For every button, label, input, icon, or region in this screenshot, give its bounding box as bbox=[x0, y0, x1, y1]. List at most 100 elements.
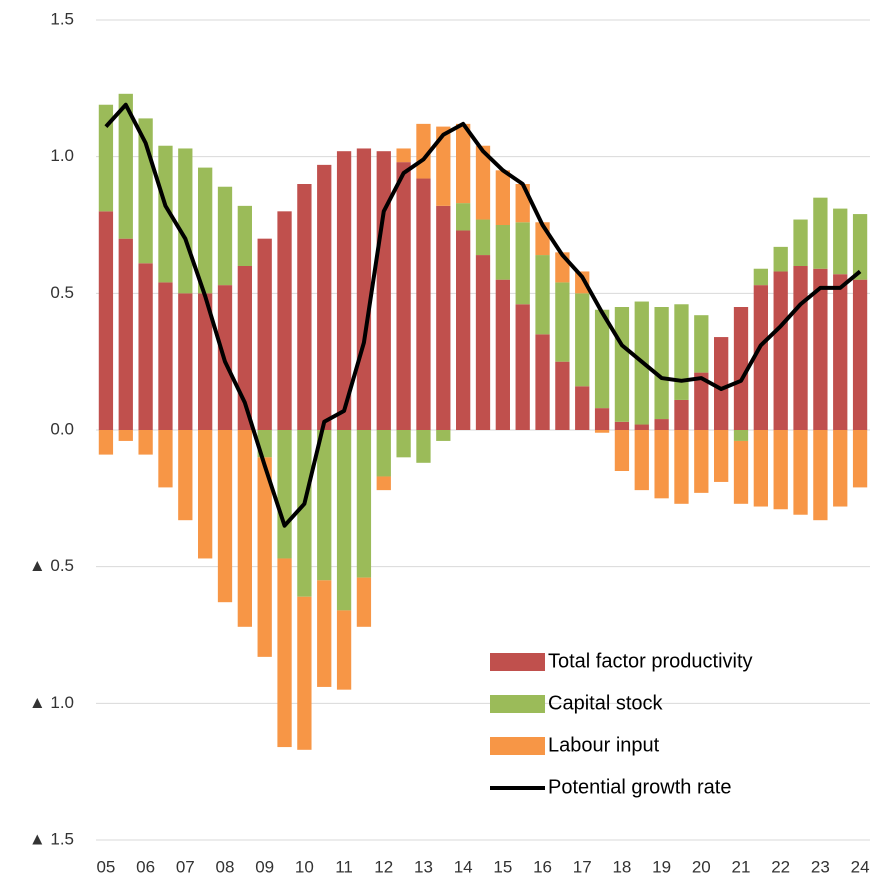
x-tick-label: 17 bbox=[573, 857, 592, 876]
x-tick-label: 24 bbox=[851, 857, 870, 876]
x-tick-label: 05 bbox=[96, 857, 115, 876]
bar bbox=[297, 430, 312, 597]
y-tick-label: 1.0 bbox=[50, 146, 74, 165]
legend-swatch bbox=[490, 737, 545, 755]
x-tick-label: 10 bbox=[295, 857, 314, 876]
bar bbox=[495, 170, 510, 225]
bar bbox=[833, 208, 848, 275]
bar bbox=[317, 430, 332, 581]
bar bbox=[654, 307, 669, 420]
x-tick-label: 16 bbox=[533, 857, 552, 876]
bar bbox=[555, 361, 570, 430]
bar bbox=[674, 430, 689, 504]
bar bbox=[217, 186, 233, 286]
bar bbox=[436, 126, 451, 206]
y-tick-label: 0.0 bbox=[50, 419, 74, 438]
legend-label: Labour input bbox=[548, 734, 660, 756]
bar bbox=[714, 430, 729, 482]
bar bbox=[396, 162, 411, 430]
bar bbox=[594, 309, 610, 409]
x-tick-label: 18 bbox=[612, 857, 631, 876]
bar bbox=[178, 148, 193, 294]
bar bbox=[852, 430, 868, 488]
bar bbox=[515, 184, 530, 223]
bar bbox=[456, 230, 471, 430]
bar bbox=[118, 238, 133, 430]
bar bbox=[475, 255, 491, 430]
bar bbox=[753, 285, 768, 430]
bar bbox=[277, 211, 292, 430]
x-tick-label: 12 bbox=[374, 857, 393, 876]
bar bbox=[356, 577, 372, 627]
x-tick-label: 19 bbox=[652, 857, 671, 876]
bar bbox=[515, 222, 530, 305]
bar bbox=[198, 430, 213, 559]
y-tick-label: ▲ 1.0 bbox=[29, 693, 74, 712]
line bbox=[104, 102, 862, 528]
x-tick-label: 09 bbox=[255, 857, 274, 876]
bar bbox=[793, 266, 808, 430]
x-tick-label: 20 bbox=[692, 857, 711, 876]
bar bbox=[257, 457, 272, 657]
bar bbox=[852, 279, 868, 430]
bar bbox=[158, 430, 173, 488]
y-tick-label: ▲ 1.5 bbox=[29, 829, 74, 848]
x-tick-label: 21 bbox=[732, 857, 751, 876]
bar bbox=[733, 440, 749, 504]
bar bbox=[456, 203, 471, 231]
bar bbox=[773, 271, 788, 430]
bar bbox=[336, 610, 352, 690]
bar bbox=[753, 268, 768, 286]
bar bbox=[614, 307, 630, 422]
bar bbox=[356, 148, 372, 430]
bar bbox=[753, 430, 768, 507]
bar bbox=[277, 430, 292, 559]
bar bbox=[575, 386, 590, 430]
legend-label: Capital stock bbox=[548, 692, 663, 714]
bar bbox=[495, 225, 510, 280]
bar bbox=[833, 430, 848, 507]
bar bbox=[98, 104, 114, 212]
bar bbox=[198, 293, 213, 430]
bar bbox=[178, 293, 193, 430]
x-tick-label: 14 bbox=[454, 857, 473, 876]
bar bbox=[118, 430, 133, 441]
bar bbox=[277, 558, 292, 748]
bar bbox=[654, 430, 669, 499]
legend-swatch bbox=[490, 695, 545, 713]
bar bbox=[594, 408, 610, 430]
legend-swatch bbox=[490, 653, 545, 671]
bar bbox=[475, 219, 491, 256]
bar bbox=[515, 304, 530, 430]
bar bbox=[833, 274, 848, 430]
bar bbox=[237, 205, 252, 266]
bar bbox=[535, 255, 550, 335]
bar bbox=[575, 293, 590, 387]
bar bbox=[594, 430, 610, 433]
bar bbox=[634, 430, 649, 491]
bar bbox=[694, 372, 709, 430]
x-tick-label: 13 bbox=[414, 857, 433, 876]
x-tick-label: 07 bbox=[176, 857, 195, 876]
x-tick-label: 06 bbox=[136, 857, 155, 876]
bar bbox=[297, 596, 312, 750]
bar bbox=[237, 430, 252, 627]
bar bbox=[733, 307, 749, 430]
bar bbox=[535, 334, 550, 430]
bar bbox=[217, 430, 233, 603]
bar bbox=[475, 145, 491, 220]
bar bbox=[178, 430, 193, 521]
bar bbox=[773, 430, 788, 510]
y-tick-label: 0.5 bbox=[50, 283, 74, 302]
bar bbox=[456, 123, 471, 204]
bar bbox=[198, 167, 213, 294]
bar bbox=[416, 123, 431, 179]
bar bbox=[436, 430, 451, 441]
bar bbox=[317, 164, 332, 430]
y-tick-label: ▲ 0.5 bbox=[29, 556, 74, 575]
y-tick-label: 1.5 bbox=[50, 9, 74, 28]
bar bbox=[98, 211, 114, 430]
bar bbox=[733, 430, 749, 441]
bar bbox=[495, 279, 510, 430]
bar bbox=[714, 337, 729, 430]
